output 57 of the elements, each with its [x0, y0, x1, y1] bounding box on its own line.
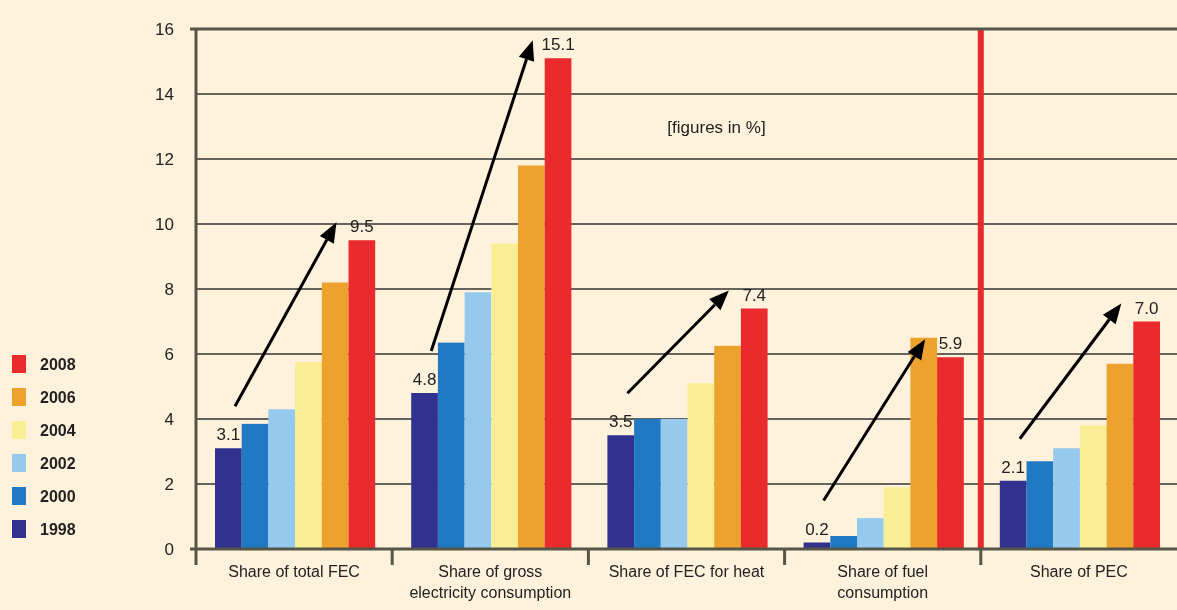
bar [883, 487, 911, 549]
data-label: 3.1 [216, 425, 241, 445]
legend-label: 2002 [40, 454, 76, 472]
bar [491, 243, 518, 549]
data-label: 15.1 [541, 35, 575, 55]
x-tick-label: Share of FEC for heat [608, 563, 765, 580]
data-label: 2.1 [1001, 457, 1025, 477]
y-tick-label: 10 [155, 214, 174, 234]
bar [1133, 321, 1160, 549]
bar [268, 409, 296, 549]
bar [937, 357, 964, 549]
data-label: 0.2 [805, 519, 829, 539]
data-label: 4.8 [412, 370, 437, 389]
legend-label: 1998 [40, 520, 76, 538]
x-tick-label: Share of fuel consumption [837, 563, 929, 601]
y-tick-label: 16 [155, 19, 174, 39]
bar [740, 308, 768, 549]
y-tick-label: 8 [164, 279, 174, 299]
y-tick-label: 14 [155, 84, 174, 104]
bar [321, 282, 349, 549]
bar [518, 165, 545, 549]
y-tick-label: 4 [164, 409, 174, 429]
bar [634, 419, 661, 549]
bar [687, 383, 715, 549]
bar [544, 58, 572, 549]
bar [1106, 363, 1134, 549]
y-tick-label: 0 [164, 539, 174, 559]
x-tick-label: Share of PEC [1029, 563, 1128, 580]
legend-label: 2006 [40, 388, 76, 406]
bar [1079, 425, 1107, 549]
bar [241, 423, 269, 549]
bar [660, 419, 688, 549]
bar [215, 448, 242, 549]
bar [714, 345, 741, 549]
legend-label: 2000 [40, 487, 76, 505]
bar [348, 240, 376, 549]
y-tick-label: 12 [155, 149, 174, 169]
x-tick-label: Share of gross electricity consumption [409, 563, 572, 601]
bar [607, 435, 635, 549]
data-label: 7.0 [1134, 298, 1159, 318]
bar [295, 362, 322, 549]
bar [857, 518, 884, 549]
x-tick-label: Share of total FEC [228, 563, 360, 580]
legend-label: 2004 [40, 421, 76, 439]
data-label: 5.9 [938, 334, 963, 354]
annotation: [figures in %] [667, 118, 766, 137]
bar [411, 393, 438, 549]
data-label: 7.4 [742, 285, 767, 305]
bar [830, 536, 857, 549]
bar [437, 342, 465, 549]
bar [1026, 461, 1054, 549]
bar [464, 292, 492, 549]
bar [1053, 448, 1080, 549]
y-tick-label: 6 [164, 344, 174, 364]
bar [999, 480, 1027, 549]
legend-label: 2008 [40, 355, 76, 373]
y-tick-label: 2 [164, 474, 174, 494]
